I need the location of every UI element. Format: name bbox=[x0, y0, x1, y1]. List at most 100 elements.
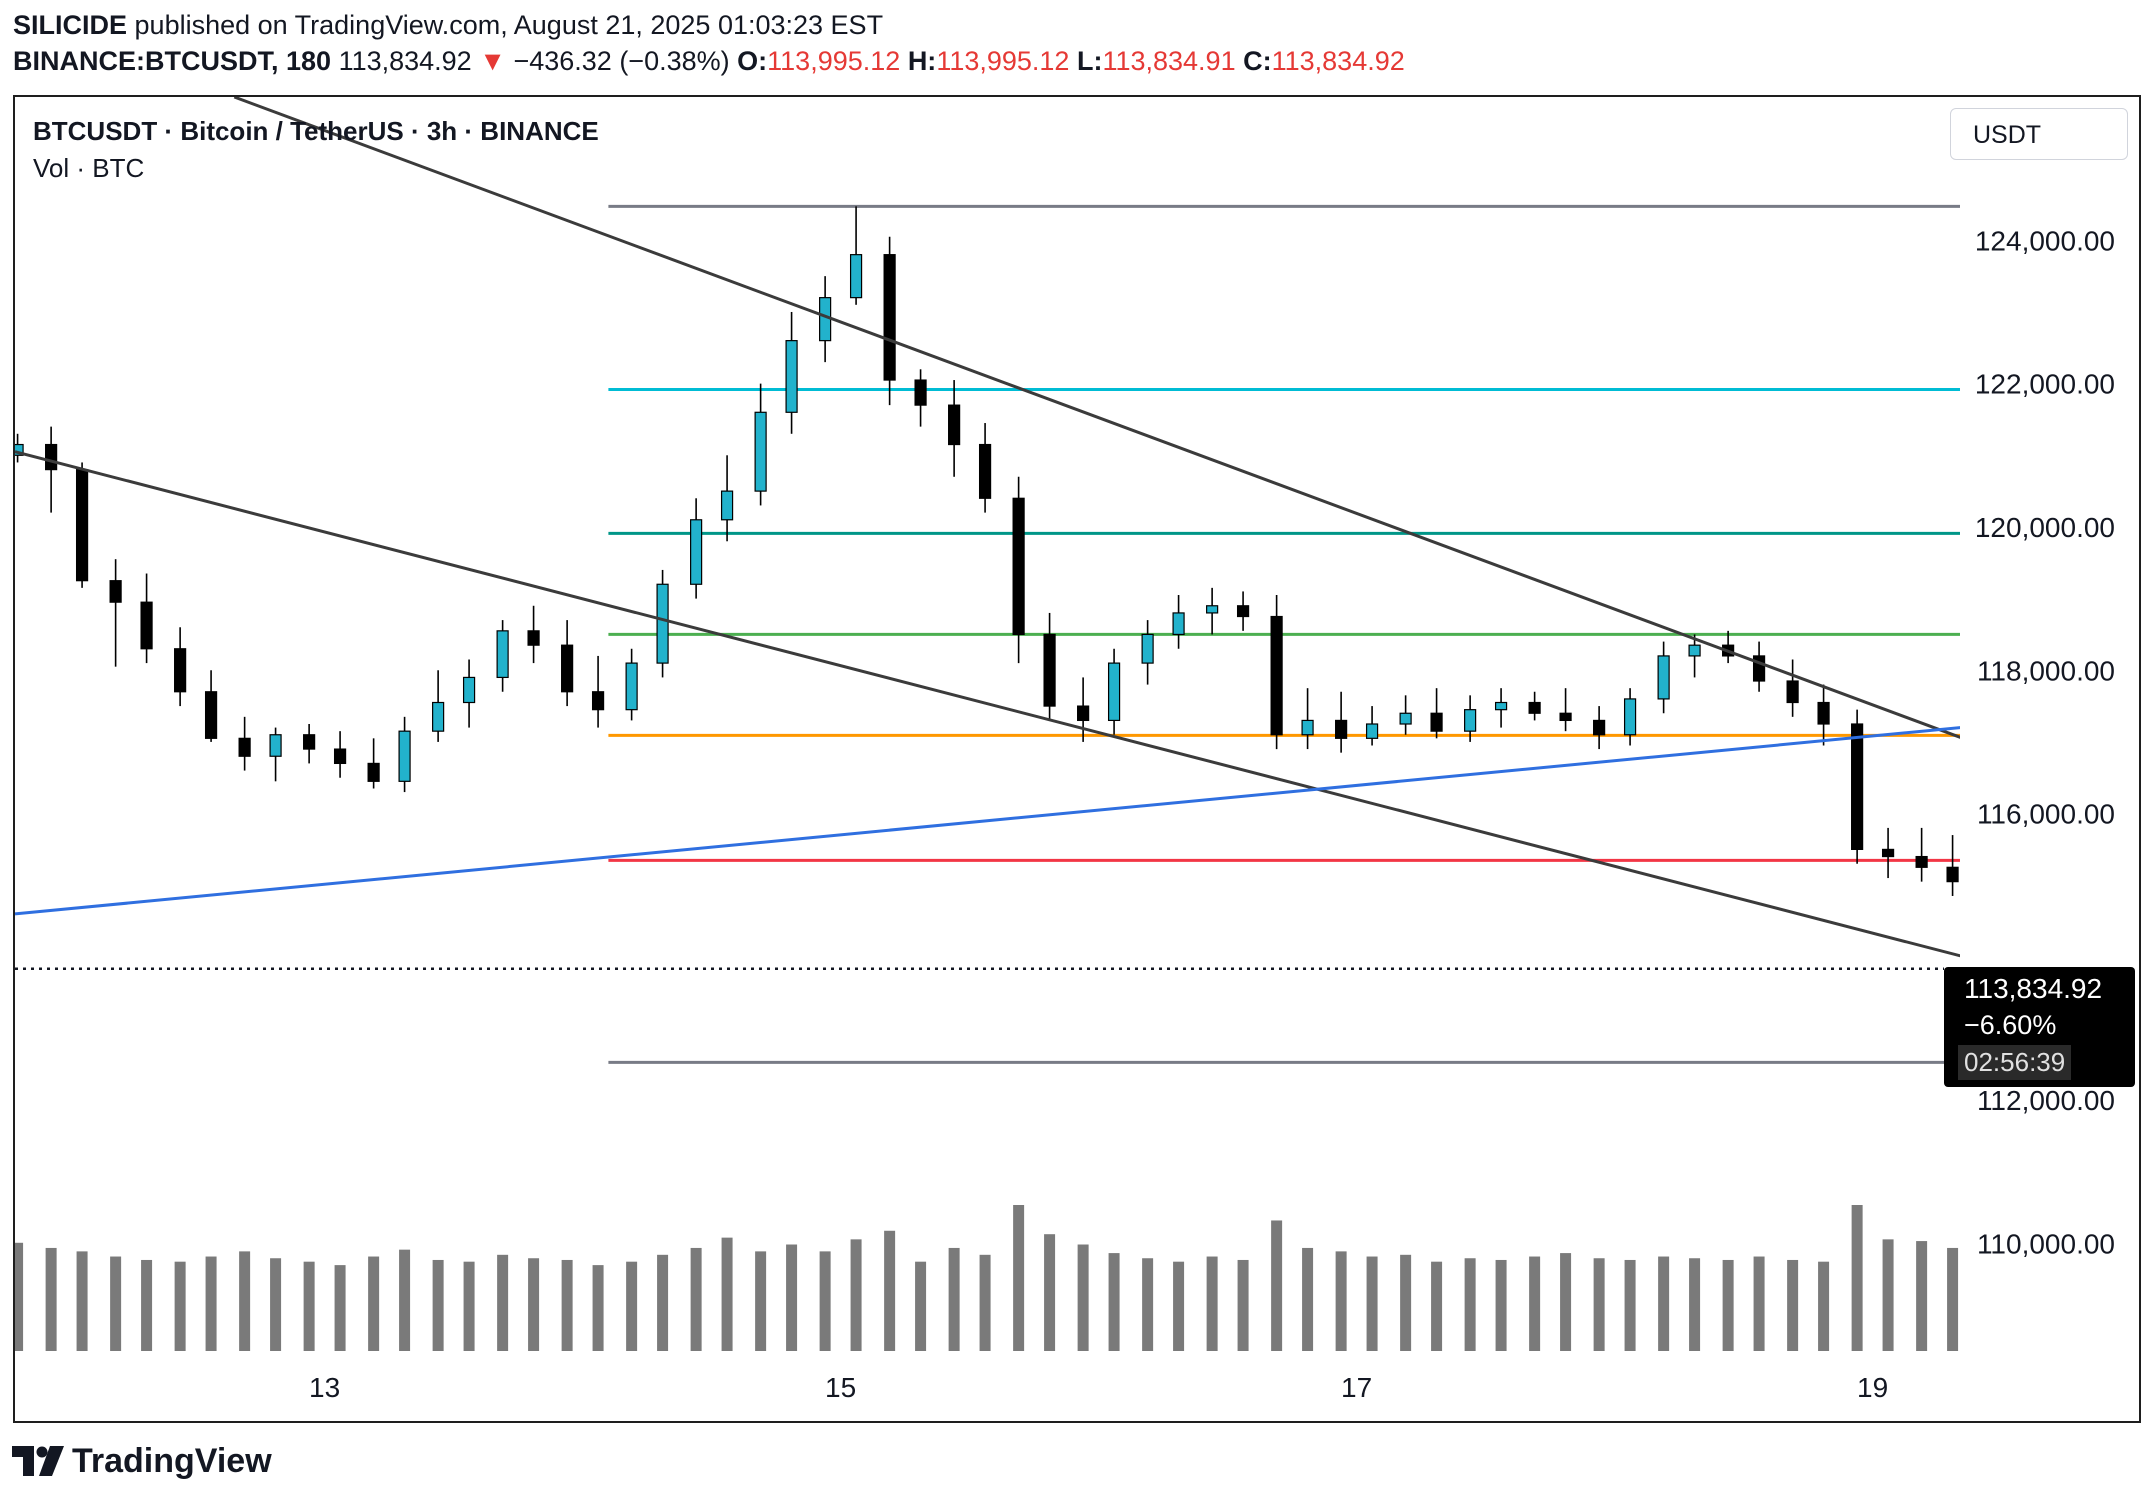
volume-bar bbox=[1981, 1251, 1992, 1351]
volume-bar bbox=[1529, 1256, 1541, 1351]
bar-countdown-timer: 02:56:39 bbox=[1958, 1045, 2072, 1080]
candle-body bbox=[140, 601, 153, 650]
volume-bar bbox=[592, 1265, 604, 1351]
volume-bar bbox=[561, 1259, 573, 1351]
candle-body bbox=[1915, 855, 1928, 868]
volume-bar bbox=[528, 1258, 540, 1351]
candle-body bbox=[1559, 712, 1572, 722]
candle-body bbox=[462, 676, 476, 704]
volume-bar bbox=[1947, 1247, 1959, 1351]
candle-body bbox=[690, 519, 703, 585]
candle-body bbox=[1141, 633, 1154, 664]
volume-bar bbox=[270, 1258, 282, 1351]
candle-body bbox=[496, 630, 509, 679]
candle-body bbox=[849, 254, 863, 299]
candle-body bbox=[1881, 848, 1895, 858]
volume-bar bbox=[1302, 1247, 1314, 1351]
candle-body bbox=[561, 644, 574, 693]
volume-bar bbox=[915, 1261, 927, 1351]
y-axis-tick-label: 110,000.00 bbox=[1977, 1229, 2115, 1260]
candle-body bbox=[656, 583, 669, 664]
plot-area: 1 (124,474.00)0.786 (121,917.58)0.618 (1… bbox=[15, 97, 2152, 1351]
candle-body bbox=[1172, 612, 1185, 636]
candle-body bbox=[978, 443, 992, 499]
candle-body bbox=[754, 411, 767, 492]
volume-bar bbox=[786, 1244, 798, 1351]
publisher-line: SILICIDE published on TradingView.com, A… bbox=[13, 10, 883, 41]
candle-body bbox=[75, 469, 89, 582]
volume-bar bbox=[819, 1251, 831, 1351]
current-price-percent: −6.60% bbox=[1964, 1010, 2057, 1040]
x-axis-date-label: 17 bbox=[1341, 1372, 1372, 1403]
candle-body bbox=[1301, 719, 1314, 736]
volume-bar bbox=[2141, 1234, 2152, 1351]
tradingview-logo-icon bbox=[12, 1446, 64, 1476]
candle-body bbox=[2141, 792, 2152, 821]
candle-body bbox=[1270, 615, 1283, 736]
high-value: 113,995.12 bbox=[936, 46, 1070, 76]
candle-body bbox=[1657, 655, 1670, 700]
y-axis-tick-label: 118,000.00 bbox=[1977, 655, 2115, 686]
volume-bar bbox=[1237, 1259, 1249, 1351]
candle-body bbox=[1817, 701, 1830, 725]
currency-selector[interactable]: USDT bbox=[1950, 108, 2128, 160]
candle-body bbox=[333, 748, 347, 765]
volume-bar bbox=[303, 1261, 315, 1351]
y-axis-tick-label: 112,000.00 bbox=[1977, 1085, 2115, 1116]
volume-bar bbox=[432, 1259, 444, 1351]
chart-legend-title[interactable]: BTCUSDT · Bitcoin / TetherUS · 3h · BINA… bbox=[33, 116, 599, 146]
open-value: 113,995.12 bbox=[767, 46, 901, 76]
volume-bar bbox=[1495, 1259, 1507, 1351]
candle-body bbox=[109, 580, 122, 603]
x-axis-date-label: 13 bbox=[309, 1372, 340, 1403]
candle-body bbox=[785, 340, 798, 413]
high-label: H: bbox=[907, 46, 937, 76]
volume-bar bbox=[850, 1239, 862, 1351]
open-label: O: bbox=[737, 46, 768, 76]
candle-body bbox=[367, 762, 380, 782]
close-label: C: bbox=[1243, 46, 1272, 76]
candle-body bbox=[1851, 723, 1864, 851]
volume-legend[interactable]: Vol · BTC bbox=[33, 153, 145, 183]
candle-body bbox=[1464, 709, 1477, 732]
ohlc-line: BINANCE:BTCUSDT, 180 113,834.92 ▼ −436.3… bbox=[13, 46, 1405, 77]
volume-bar bbox=[755, 1251, 767, 1351]
candle-body bbox=[527, 630, 540, 646]
current-price-value: 113,834.92 bbox=[1964, 973, 2103, 1004]
volume-bar bbox=[690, 1247, 702, 1351]
volume-bar bbox=[141, 1259, 153, 1351]
candle-body bbox=[625, 662, 638, 711]
volume-bar bbox=[657, 1254, 669, 1351]
candle-body bbox=[1593, 719, 1606, 736]
y-axis-tick-label: 116,000.00 bbox=[1977, 799, 2115, 830]
volume-bar bbox=[1593, 1258, 1605, 1351]
rising-channel-line bbox=[15, 726, 1960, 916]
low-label: L: bbox=[1076, 46, 1103, 76]
volume-bar bbox=[334, 1265, 346, 1351]
lower-wedge-line bbox=[15, 450, 1960, 958]
volume-bar bbox=[1206, 1256, 1218, 1351]
volume-bar bbox=[15, 1242, 24, 1351]
candle-body bbox=[1399, 712, 1412, 725]
volume-bar bbox=[174, 1261, 186, 1351]
volume-bar bbox=[1044, 1234, 1056, 1351]
y-axis-tick-label: 122,000.00 bbox=[1975, 369, 2115, 400]
volume-bar bbox=[979, 1254, 991, 1351]
candle-body bbox=[2012, 842, 2023, 892]
upper-wedge-line bbox=[233, 97, 1960, 739]
candle-body bbox=[720, 490, 734, 521]
volume-bar bbox=[1689, 1258, 1701, 1351]
candle-body bbox=[174, 648, 187, 693]
volume-bar bbox=[1077, 1244, 1089, 1351]
candle-body bbox=[204, 691, 218, 739]
volume-bar bbox=[1013, 1205, 1025, 1351]
candle-body bbox=[883, 254, 896, 381]
candle-body bbox=[1335, 719, 1348, 739]
candle-body bbox=[1786, 680, 1799, 704]
volume-bar bbox=[45, 1247, 57, 1351]
volume-bar bbox=[110, 1256, 122, 1351]
volume-bar bbox=[2045, 1257, 2056, 1351]
price-change: −436.32 (−0.38%) bbox=[513, 46, 730, 76]
author-name[interactable]: SILICIDE bbox=[13, 10, 128, 40]
